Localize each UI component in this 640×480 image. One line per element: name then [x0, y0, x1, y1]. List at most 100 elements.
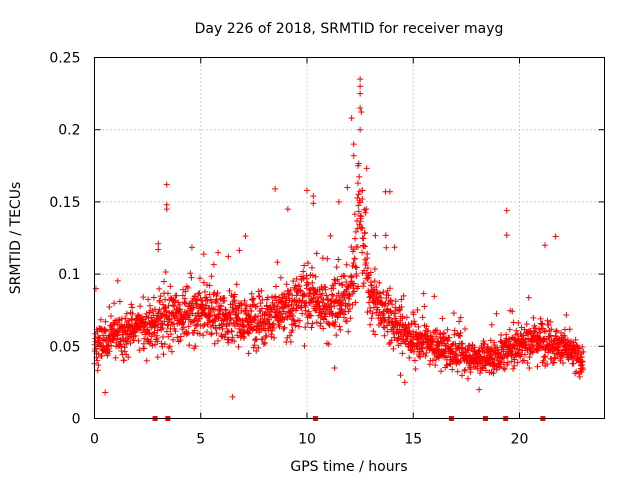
data-point — [277, 274, 284, 281]
data-point — [380, 289, 387, 296]
data-point — [200, 279, 207, 286]
data-point — [456, 318, 463, 325]
data-point — [348, 273, 355, 280]
data-point — [331, 364, 338, 371]
data-point — [203, 329, 210, 336]
data-point — [579, 365, 586, 372]
data-point — [412, 366, 419, 373]
data-point — [308, 264, 315, 271]
data-point — [214, 290, 221, 297]
data-point — [301, 292, 308, 299]
data-point — [355, 283, 362, 290]
y-tick-label: 0.15 — [49, 195, 80, 211]
data-point — [568, 354, 575, 361]
data-point — [399, 315, 406, 322]
data-point — [169, 302, 176, 309]
x-tick-label: 5 — [196, 432, 205, 448]
data-point — [387, 297, 394, 304]
data-point — [149, 342, 156, 349]
data-point — [245, 330, 252, 337]
data-point — [157, 293, 164, 300]
data-point — [353, 272, 360, 279]
data-point — [177, 337, 184, 344]
data-point — [146, 302, 153, 309]
data-point — [406, 323, 413, 330]
data-point — [462, 366, 469, 373]
data-point — [357, 199, 364, 206]
data-point — [142, 319, 149, 326]
data-point — [219, 325, 226, 332]
data-point — [432, 327, 439, 334]
data-point — [255, 288, 262, 295]
data-point — [579, 344, 586, 351]
data-point — [151, 329, 158, 336]
data-point — [392, 298, 399, 305]
data-point — [385, 292, 392, 299]
data-point — [421, 303, 428, 310]
data-point — [419, 345, 426, 352]
data-point — [539, 325, 546, 332]
data-point — [102, 389, 109, 396]
data-point — [231, 338, 238, 345]
data-point — [358, 213, 365, 220]
data-point — [357, 76, 364, 83]
data-point — [373, 283, 380, 290]
data-point — [343, 261, 350, 268]
y-tick-label: 0.25 — [49, 51, 80, 67]
data-point — [351, 280, 358, 287]
data-point — [352, 263, 359, 270]
data-point — [443, 361, 450, 368]
data-point — [362, 209, 369, 216]
data-point — [386, 285, 393, 292]
data-point — [429, 338, 436, 345]
data-point — [100, 332, 107, 339]
data-point — [159, 301, 166, 308]
data-point — [309, 279, 316, 286]
data-point — [364, 250, 371, 257]
data-point — [226, 287, 233, 294]
data-point — [464, 375, 471, 382]
data-point — [391, 334, 398, 341]
data-point — [344, 184, 351, 191]
data-point — [304, 187, 310, 194]
data-point — [252, 337, 259, 344]
data-point — [360, 280, 367, 287]
data-point — [129, 304, 136, 311]
data-point — [387, 339, 394, 346]
data-point — [235, 315, 242, 322]
data-point — [104, 343, 111, 350]
data-point — [357, 90, 364, 97]
data-point — [240, 330, 247, 337]
data-point — [293, 292, 300, 299]
data-point — [370, 328, 377, 335]
data-point — [326, 321, 333, 328]
data-point — [227, 315, 234, 322]
data-point — [155, 246, 162, 253]
data-point — [125, 334, 132, 341]
data-point — [431, 293, 438, 300]
data-point — [225, 336, 232, 343]
data-point — [94, 328, 101, 335]
data-point — [403, 314, 410, 321]
data-point — [420, 290, 427, 297]
data-point — [161, 318, 168, 325]
data-point — [253, 336, 260, 343]
data-point — [352, 235, 359, 242]
data-point — [241, 335, 248, 342]
data-point — [241, 297, 248, 304]
data-point — [276, 305, 283, 312]
data-point — [185, 323, 192, 330]
data-point — [132, 332, 139, 339]
data-point — [415, 323, 422, 330]
data-point — [165, 344, 172, 351]
data-point — [201, 321, 208, 328]
data-point — [541, 353, 548, 360]
data-point — [194, 296, 201, 303]
data-point — [343, 286, 350, 293]
data-point — [136, 347, 143, 354]
data-point — [444, 326, 451, 333]
data-point — [153, 332, 160, 339]
data-point — [423, 350, 430, 357]
data-point — [369, 310, 376, 317]
data-point — [335, 290, 342, 297]
